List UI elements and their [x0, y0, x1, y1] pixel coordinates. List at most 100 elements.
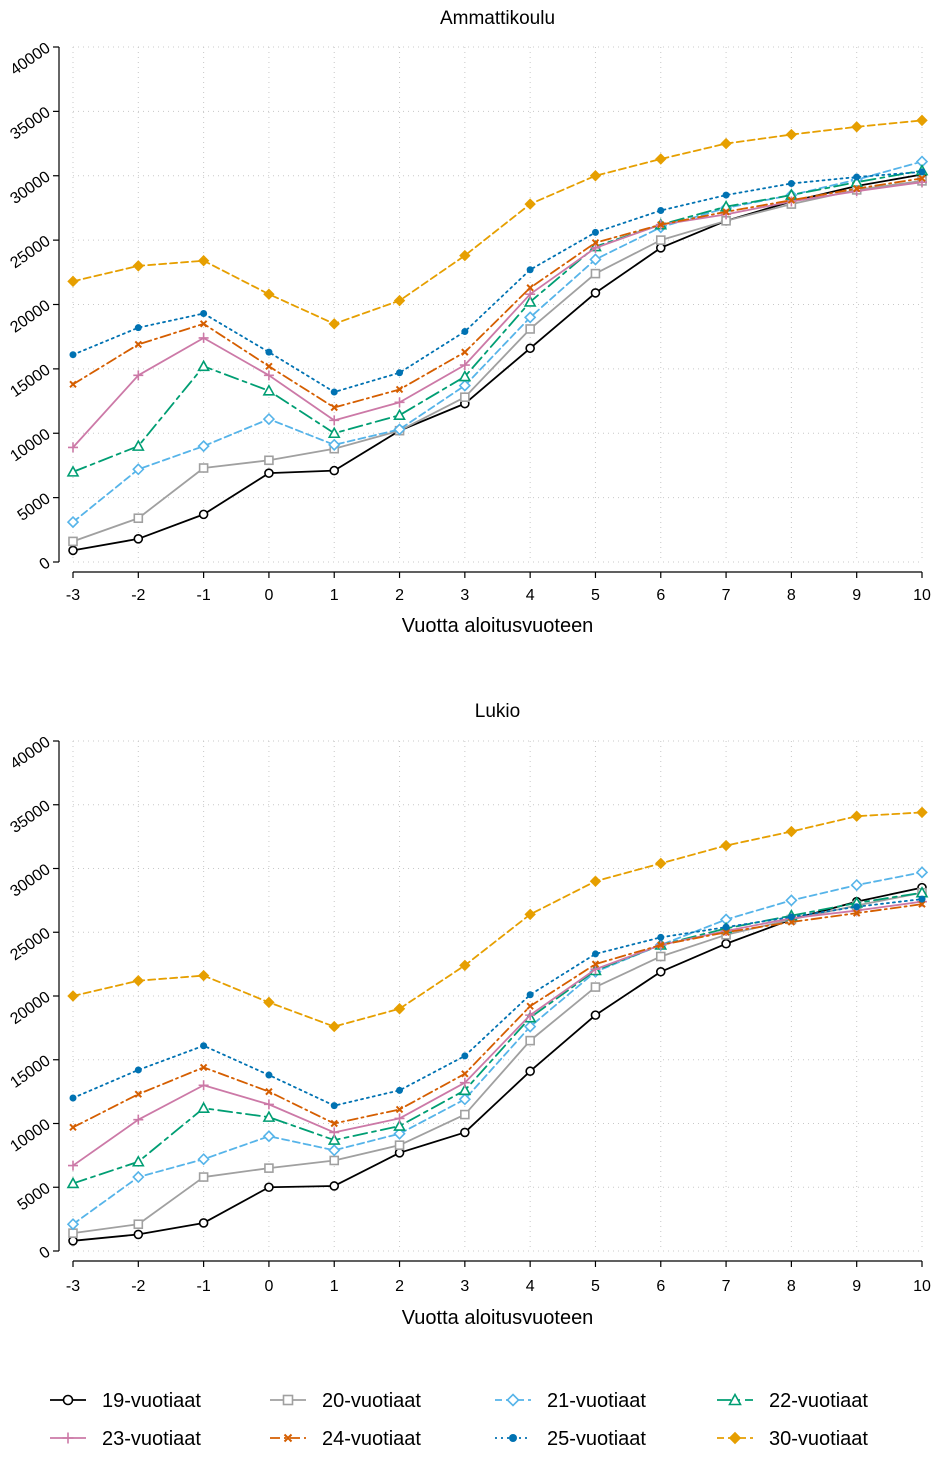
- data-point: [197, 439, 210, 453]
- data-point: [197, 1153, 210, 1166]
- series-line: [72, 903, 923, 1129]
- data-point: [590, 242, 601, 253]
- data-point: [69, 351, 77, 359]
- legend-label: 30-vuotiaat: [769, 1428, 868, 1450]
- data-point: [655, 966, 666, 977]
- y-tick-label: 5000: [15, 490, 54, 524]
- data-point: [524, 311, 537, 324]
- data-point: [263, 288, 275, 300]
- legend-label: 22-vuotiaat: [769, 1390, 868, 1412]
- panel-lukio: Lukio Vuotta aloitusvuoteen 050001000015…: [7, 701, 931, 1329]
- data-point: [852, 909, 861, 917]
- data-point: [850, 121, 863, 133]
- data-point: [264, 455, 274, 466]
- legend: 19-vuotiaat 20-vuotiaat 21-vuotiaat 22-vuot…: [50, 1390, 868, 1450]
- data-point: [657, 933, 665, 941]
- data-point: [330, 388, 338, 396]
- x-tick-label: 7: [722, 587, 731, 604]
- data-point: [133, 1229, 144, 1240]
- data-point: [197, 359, 210, 372]
- series-line: [72, 898, 923, 1107]
- data-point: [330, 1119, 338, 1128]
- data-point: [458, 379, 471, 392]
- data-point: [850, 175, 864, 187]
- data-point: [526, 1002, 534, 1010]
- data-point: [330, 1102, 338, 1110]
- series-23-vuotiaat: [68, 177, 927, 453]
- data-point: [918, 895, 926, 903]
- data-point: [264, 468, 274, 478]
- data-point: [722, 191, 730, 199]
- legend-item: 24-vuotiaat: [270, 1428, 421, 1450]
- data-point: [720, 839, 732, 852]
- data-point: [396, 369, 404, 377]
- data-point: [722, 208, 730, 216]
- data-point: [262, 1130, 276, 1143]
- data-point: [852, 184, 861, 193]
- legend-label: 21-vuotiaat: [547, 1390, 646, 1412]
- y-tick-label: 25000: [7, 233, 53, 273]
- legend-label: 20-vuotiaat: [322, 1390, 421, 1412]
- data-point: [133, 1114, 144, 1125]
- data-point: [393, 408, 406, 421]
- series-line: [72, 871, 923, 1226]
- data-point: [132, 1170, 145, 1184]
- data-point: [198, 332, 209, 343]
- data-point: [787, 196, 796, 204]
- data-point: [460, 1109, 470, 1120]
- series-line: [72, 177, 923, 409]
- data-point: [132, 260, 145, 272]
- data-point: [720, 137, 732, 150]
- series-25-vuotiaat: [69, 895, 926, 1110]
- legend-marker: [62, 1394, 74, 1406]
- legend-item: 30-vuotiaat: [717, 1428, 868, 1450]
- data-point: [657, 207, 665, 215]
- x-tick-label: -3: [66, 587, 80, 604]
- data-point: [328, 1020, 340, 1033]
- data-point: [68, 1160, 78, 1171]
- data-point: [590, 1010, 601, 1020]
- data-point: [200, 1042, 208, 1050]
- data-point: [655, 235, 666, 245]
- x-tick-label: -2: [131, 1278, 145, 1295]
- y-tick-label: 10000: [7, 426, 53, 466]
- data-point: [265, 1071, 273, 1079]
- data-point: [590, 964, 601, 975]
- x-tick-label: 1: [330, 1278, 339, 1295]
- panel-title: Lukio: [475, 701, 520, 722]
- data-point: [133, 534, 144, 544]
- data-point: [918, 900, 926, 908]
- data-point: [461, 328, 469, 336]
- data-point: [591, 228, 599, 236]
- y-tick-label: 25000: [7, 925, 53, 965]
- data-point: [69, 380, 77, 389]
- x-tick-label: 8: [787, 1278, 796, 1295]
- data-point: [66, 515, 80, 529]
- data-point: [394, 397, 405, 408]
- y-tick-label: 40000: [7, 734, 53, 774]
- data-point: [265, 348, 273, 356]
- data-point: [785, 825, 798, 838]
- series-line: [72, 169, 923, 473]
- data-point: [131, 1155, 145, 1167]
- y-tick-label: 5000: [15, 1180, 54, 1214]
- data-point: [655, 951, 666, 962]
- data-point: [134, 340, 143, 349]
- y-tick-label: 40000: [7, 40, 53, 80]
- data-point: [589, 875, 602, 887]
- data-point: [329, 1127, 340, 1138]
- series-30-vuotiaat: [67, 806, 928, 1033]
- data-point: [262, 1110, 276, 1122]
- data-point: [458, 369, 472, 382]
- x-tick-label: 0: [264, 1278, 273, 1295]
- data-point: [68, 1236, 78, 1246]
- data-point: [133, 513, 144, 524]
- data-point: [329, 415, 340, 426]
- data-point: [199, 1063, 208, 1072]
- data-point: [655, 153, 667, 165]
- data-point: [590, 268, 601, 279]
- data-point: [328, 318, 340, 330]
- data-point: [916, 806, 928, 819]
- y-tick-label: 20000: [7, 989, 53, 1029]
